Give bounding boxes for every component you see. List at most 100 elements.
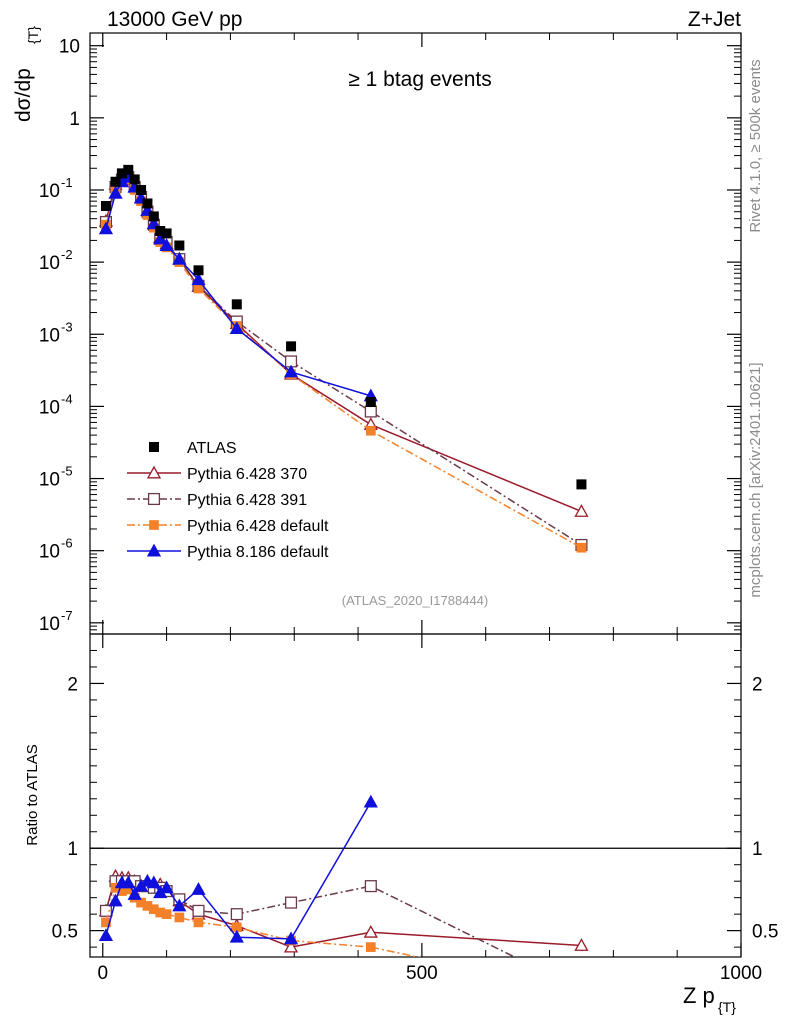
series-1-ratio-point	[284, 896, 298, 909]
series-2-ratio-point	[193, 917, 204, 928]
atlas-data-point	[161, 228, 172, 239]
atlas-data-point	[286, 341, 297, 352]
series-2-ratio-point	[174, 912, 185, 923]
series-0-point	[574, 504, 589, 517]
y-tick-label-exponent: -5	[61, 464, 73, 479]
series-2-point	[365, 425, 376, 436]
series-2-ratio-point	[577, 987, 585, 995]
y-tick-label-exponent: -4	[61, 391, 73, 406]
atlas-data-point	[148, 211, 159, 222]
series-3-ratio-point	[229, 929, 244, 943]
y-tick-label: 10	[39, 181, 60, 202]
series-3-point	[172, 251, 187, 265]
series-3-point	[146, 216, 161, 230]
ratio-tick-label-right: 1	[752, 839, 763, 860]
atlas-data-point	[116, 168, 127, 179]
rivet-version-label: Rivet 4.1.0, ≥ 500k events	[747, 59, 764, 232]
series-0-ratio-point	[283, 939, 299, 953]
y-tick-label: 10	[39, 614, 60, 635]
header-process-label: Z+Jet	[688, 8, 741, 31]
ratio-tick-label-right: 2	[752, 674, 763, 695]
atlas-data-point	[123, 164, 134, 175]
ratio-tick-label: 1	[67, 839, 78, 860]
series-3-ratio-point	[146, 875, 161, 889]
atlas-data-point	[110, 176, 121, 187]
y-tick-label-exponent: -2	[61, 247, 73, 262]
y-tick-label-exponent: -3	[61, 319, 73, 334]
legend-marker	[147, 492, 161, 506]
x-axis-label-sub: {T}	[718, 999, 736, 1015]
legend-marker	[146, 543, 162, 557]
legend-label: Pythia 6.428 391	[187, 492, 307, 509]
series-3-point	[191, 272, 206, 286]
series-2-ratio-point	[161, 909, 172, 920]
legend-label: Pythia 6.428 370	[187, 466, 307, 483]
legend: ATLAS Pythia 6.428 370 Pythia 6.428 391 Pyt…	[127, 440, 329, 561]
series-3-point	[98, 221, 114, 235]
series-1-ratio-point	[230, 908, 243, 921]
ratio-line-0	[105, 875, 582, 948]
main-panel-series	[98, 164, 589, 553]
series-3-ratio-point	[283, 931, 299, 945]
series-3-point	[159, 238, 174, 251]
ratio-tick-label: 0.5	[52, 922, 78, 943]
chart-title: ≥ 1 btag events	[348, 68, 491, 91]
y-axis-label-main-text: dσ/dp	[12, 68, 35, 122]
y-tick-label: 10	[39, 397, 60, 418]
series-3-ratio-point	[191, 882, 206, 895]
atlas-data-point	[100, 200, 111, 211]
series-line-0	[105, 176, 582, 513]
series-2-point	[576, 542, 587, 553]
series-0-ratio-point	[363, 924, 378, 938]
legend-label: Pythia 8.186 default	[187, 544, 329, 561]
atlas-data-point	[136, 184, 147, 195]
series-3-ratio-point	[98, 928, 114, 942]
y-tick-label: 10	[39, 253, 60, 274]
y-axis-label-ratio: Ratio to ATLAS	[24, 744, 41, 845]
atlas-data-point	[576, 479, 587, 490]
ratio-tick-label: 2	[67, 674, 78, 695]
y-tick-label: 10	[59, 37, 80, 58]
legend-label: ATLAS	[187, 440, 237, 457]
series-line-2	[105, 178, 582, 549]
y-tick-label: 10	[39, 325, 60, 346]
series-2-point	[193, 283, 204, 294]
mcplots-source-label: mcplots.cern.ch [arXiv:2401.10621]	[747, 362, 764, 597]
atlas-data-point	[155, 226, 166, 237]
series-1-ratio-point	[192, 904, 205, 917]
y-tick-label-exponent: -1	[61, 175, 73, 190]
y-tick-label-exponent: -6	[61, 536, 73, 551]
legend-marker	[146, 465, 162, 479]
y-tick-label: 10	[39, 542, 60, 563]
y-tick-label: 1	[69, 109, 80, 130]
atlas-data-point	[365, 397, 376, 408]
ratio-line-1	[105, 880, 517, 957]
y-axis-label-main-sub: {T}	[25, 26, 41, 44]
x-axis-label-text: Z p	[683, 983, 715, 1008]
series-3-point	[108, 185, 123, 199]
header-energy-label: 13000 GeV pp	[107, 8, 242, 31]
series-3-point	[229, 321, 244, 335]
series-3-ratio-point	[108, 893, 123, 907]
series-3-ratio-point	[363, 794, 378, 808]
series-3-ratio-point	[121, 875, 136, 889]
x-tick-label: 0	[97, 963, 108, 984]
x-axis-label: Z p {T}	[683, 983, 736, 1015]
series-3-ratio-point	[127, 887, 142, 900]
ratio-tick-label-right: 0.5	[752, 922, 778, 943]
atlas-data-point	[142, 198, 153, 209]
series-1-point	[364, 405, 377, 418]
series-line-1	[105, 176, 582, 546]
series-1-ratio-point	[576, 985, 587, 996]
atlas-data-point	[129, 174, 140, 185]
atlas-data-point	[231, 299, 242, 310]
analysis-label: (ATLAS_2020_I1788444)	[342, 593, 488, 608]
atlas-data-point	[193, 265, 204, 276]
legend-marker	[149, 520, 159, 530]
series-2-ratio-point	[365, 942, 376, 952]
series-0-ratio-point	[574, 938, 589, 951]
y-tick-label: 10	[39, 470, 60, 491]
series-3-ratio-point	[159, 880, 174, 894]
